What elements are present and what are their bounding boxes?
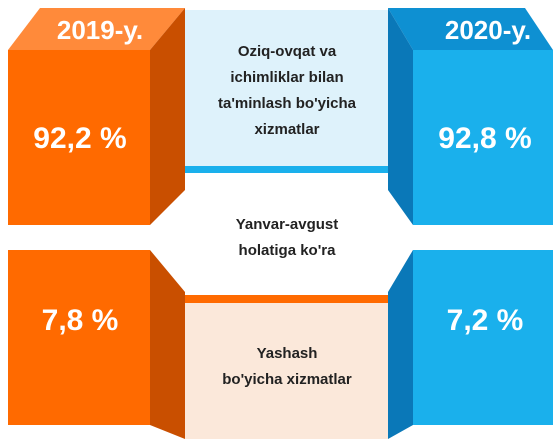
value: 7,2 % <box>447 304 524 337</box>
orange-bar <box>185 295 388 303</box>
cube-side <box>150 8 185 225</box>
panel-text: ta'minlash bo'yicha <box>218 95 357 112</box>
panel-text: xizmatlar <box>254 121 319 138</box>
panel-text: bo'yicha xizmatlar <box>222 371 352 388</box>
cube-side <box>150 250 185 439</box>
panel-text: Yashash <box>257 345 318 362</box>
value: 92,2 % <box>33 122 126 155</box>
year-label: 2019-y. <box>57 15 143 45</box>
blue-bar <box>185 166 388 173</box>
note-text: holatiga ko'ra <box>239 242 337 259</box>
value: 92,8 % <box>438 122 531 155</box>
cube-top <box>8 8 185 50</box>
cube-side <box>388 250 413 439</box>
cube-top <box>388 8 553 50</box>
panel-text: Oziq-ovqat va <box>238 43 337 60</box>
cube-front <box>8 250 150 425</box>
food-panel <box>185 10 388 166</box>
cube-front <box>8 50 150 225</box>
cube-side <box>388 8 413 225</box>
year-label: 2020-y. <box>445 15 531 45</box>
value: 7,8 % <box>42 304 119 337</box>
cube-front <box>413 50 553 225</box>
housing-panel <box>185 303 388 439</box>
note-text: Yanvar-avgust <box>236 216 339 233</box>
panel-text: ichimliklar bilan <box>230 69 343 86</box>
cube-front <box>413 250 553 425</box>
